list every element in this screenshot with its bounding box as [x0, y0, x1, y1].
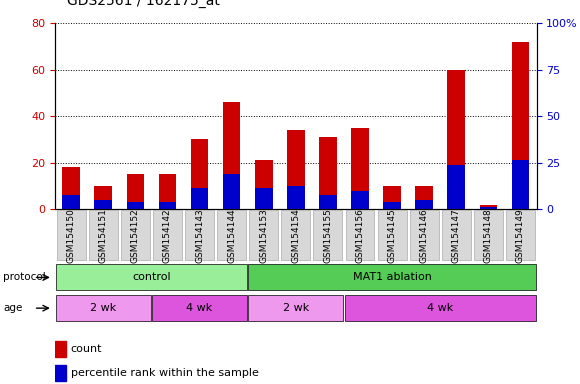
Bar — [447, 70, 465, 209]
FancyBboxPatch shape — [345, 295, 536, 321]
Bar — [319, 137, 337, 209]
FancyBboxPatch shape — [248, 295, 343, 321]
Text: control: control — [132, 272, 171, 283]
Text: GSM154153: GSM154153 — [259, 208, 268, 263]
Bar — [62, 167, 80, 209]
Text: GSM154143: GSM154143 — [195, 208, 204, 263]
Bar — [480, 205, 497, 209]
Bar — [351, 128, 369, 209]
Bar — [287, 130, 305, 209]
Bar — [126, 202, 144, 209]
Bar — [126, 174, 144, 209]
Text: GSM154149: GSM154149 — [516, 208, 525, 263]
Text: 2 wk: 2 wk — [90, 303, 117, 313]
Text: GSM154150: GSM154150 — [67, 208, 75, 263]
Bar — [415, 200, 433, 209]
FancyBboxPatch shape — [474, 210, 503, 260]
Text: GSM154152: GSM154152 — [131, 208, 140, 263]
Bar — [383, 186, 401, 209]
Text: GSM154144: GSM154144 — [227, 208, 236, 263]
Bar — [319, 195, 337, 209]
Text: GSM154154: GSM154154 — [291, 208, 300, 263]
Text: 2 wk: 2 wk — [282, 303, 309, 313]
Bar — [158, 174, 176, 209]
Text: GSM154146: GSM154146 — [420, 208, 429, 263]
Bar — [351, 191, 369, 209]
Bar — [415, 186, 433, 209]
Bar — [287, 186, 305, 209]
FancyBboxPatch shape — [185, 210, 214, 260]
Bar — [95, 186, 112, 209]
Bar — [512, 161, 530, 209]
Bar — [62, 195, 80, 209]
FancyBboxPatch shape — [378, 210, 407, 260]
FancyBboxPatch shape — [89, 210, 118, 260]
Text: GSM154156: GSM154156 — [356, 208, 364, 263]
FancyBboxPatch shape — [56, 295, 151, 321]
Text: protocol: protocol — [3, 272, 46, 283]
Text: GSM154151: GSM154151 — [99, 208, 108, 263]
Text: percentile rank within the sample: percentile rank within the sample — [71, 368, 258, 378]
Bar — [223, 174, 241, 209]
FancyBboxPatch shape — [313, 210, 342, 260]
FancyBboxPatch shape — [248, 265, 536, 290]
Bar — [158, 202, 176, 209]
Bar — [223, 102, 241, 209]
Text: 4 wk: 4 wk — [427, 303, 454, 313]
Bar — [55, 341, 66, 357]
FancyBboxPatch shape — [152, 295, 247, 321]
Text: age: age — [3, 303, 22, 313]
Bar — [95, 200, 112, 209]
FancyBboxPatch shape — [409, 210, 438, 260]
Text: GDS2561 / 162175_at: GDS2561 / 162175_at — [67, 0, 220, 8]
FancyBboxPatch shape — [281, 210, 310, 260]
Bar — [255, 161, 273, 209]
Bar — [512, 42, 530, 209]
FancyBboxPatch shape — [121, 210, 150, 260]
Text: 4 wk: 4 wk — [186, 303, 213, 313]
Bar — [191, 139, 208, 209]
FancyBboxPatch shape — [153, 210, 182, 260]
Text: MAT1 ablation: MAT1 ablation — [353, 272, 432, 283]
Bar — [383, 202, 401, 209]
FancyBboxPatch shape — [249, 210, 278, 260]
FancyBboxPatch shape — [56, 265, 247, 290]
FancyBboxPatch shape — [217, 210, 246, 260]
Text: GSM154147: GSM154147 — [452, 208, 461, 263]
FancyBboxPatch shape — [442, 210, 471, 260]
FancyBboxPatch shape — [346, 210, 375, 260]
Bar — [55, 365, 66, 381]
Text: GSM154142: GSM154142 — [163, 208, 172, 263]
Bar — [255, 188, 273, 209]
Text: count: count — [71, 344, 102, 354]
Bar — [447, 165, 465, 209]
Bar — [480, 207, 497, 209]
Text: GSM154145: GSM154145 — [387, 208, 397, 263]
FancyBboxPatch shape — [57, 210, 86, 260]
Text: GSM154148: GSM154148 — [484, 208, 493, 263]
Bar — [191, 188, 208, 209]
FancyBboxPatch shape — [506, 210, 535, 260]
Text: GSM154155: GSM154155 — [324, 208, 332, 263]
